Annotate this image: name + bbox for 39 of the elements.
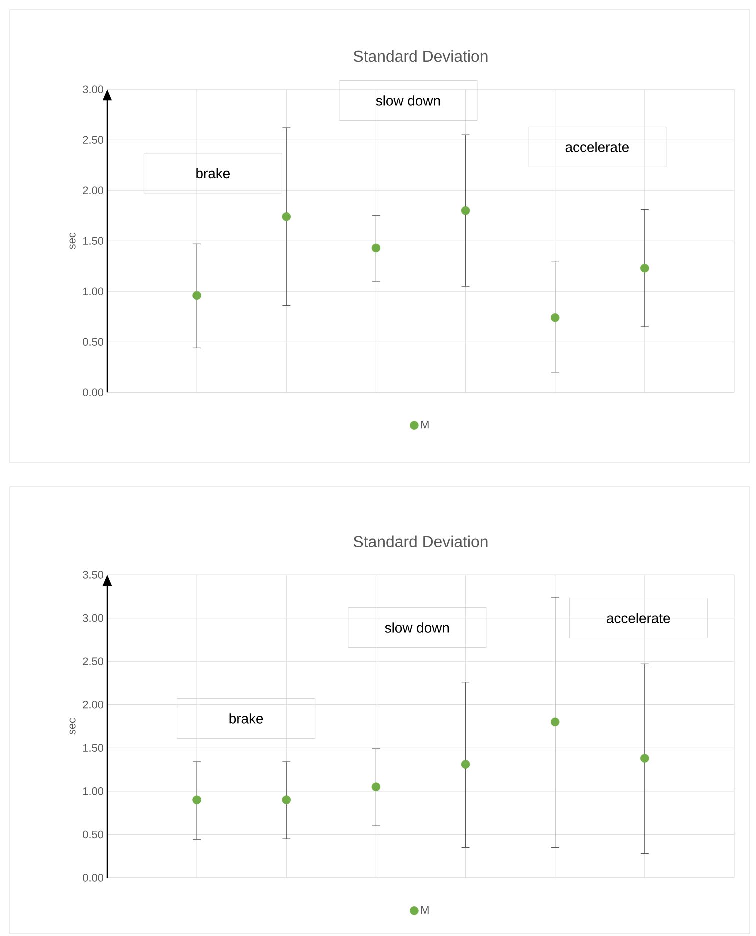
y-tick-label: 3.00 [83, 86, 104, 94]
y-tick-label: 2.00 [83, 700, 104, 709]
y-tick-label: 2.50 [83, 136, 104, 144]
chart-title: Standard Deviation [354, 50, 488, 62]
point [192, 291, 202, 300]
point [550, 313, 560, 322]
y-tick-label: 0.50 [83, 338, 104, 346]
point [640, 754, 650, 763]
point [640, 264, 650, 273]
annotation: slow down [385, 622, 450, 633]
point [550, 718, 560, 727]
y-tick-label: 1.00 [83, 288, 104, 296]
y-tick-label: 2.50 [83, 658, 104, 666]
y-tick-label: 3.00 [83, 614, 104, 622]
point [461, 206, 470, 216]
y-tick-label: 1.50 [83, 744, 104, 752]
y-tick-label: 1.50 [83, 237, 104, 245]
chart-title: Standard Deviation [354, 536, 488, 548]
y-tick-label: 0.00 [83, 874, 104, 882]
annotation: accelerate [566, 142, 629, 152]
annotation: brake [230, 714, 264, 724]
annotation: brake [196, 168, 230, 179]
y-tick-label: 1.00 [83, 788, 104, 796]
annotation: slow down [376, 96, 440, 106]
point [192, 796, 202, 804]
point [461, 760, 470, 769]
annotation: accelerate [607, 613, 670, 624]
point [282, 212, 292, 222]
point [372, 782, 381, 792]
y-tick-label: 0.00 [83, 388, 104, 396]
legend-label: M [422, 421, 429, 429]
y-axis-title: sec [70, 232, 76, 250]
legend-label: M [422, 906, 429, 914]
y-axis-title: sec [70, 718, 76, 735]
y-tick-label: 2.00 [83, 186, 104, 194]
y-tick-label: 3.50 [83, 571, 104, 579]
point [282, 796, 292, 804]
y-tick-label: 0.50 [83, 830, 104, 839]
point [372, 244, 381, 253]
